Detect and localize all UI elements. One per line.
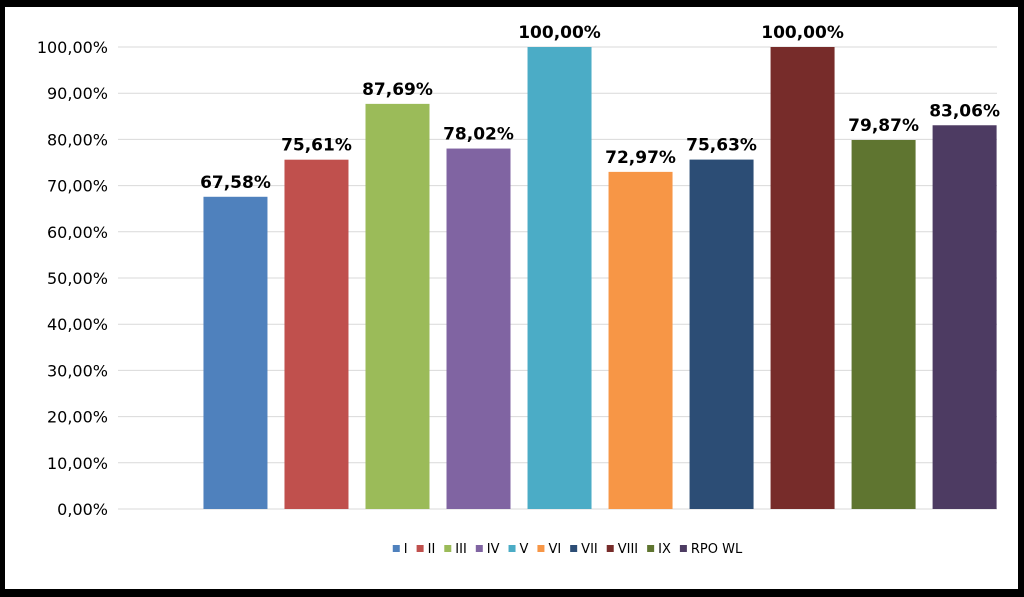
legend-swatch [444, 545, 452, 552]
legend-label: RPO WL [691, 542, 743, 557]
data-label: 78,02% [443, 125, 514, 145]
bar-i [203, 196, 268, 509]
bar-iv [446, 148, 511, 509]
legend-swatch [647, 545, 655, 552]
legend-label: I [404, 542, 408, 557]
legend-swatch [537, 545, 545, 552]
bar-chart: 0,00% 10,00% 20,00% 30,00% 40,00% 50,00% 60,00… [37, 23, 1000, 557]
y-tick-label: 100,00% [37, 38, 108, 57]
bar-v [527, 47, 592, 509]
data-label: 72,97% [605, 148, 676, 168]
data-label: 79,87% [848, 116, 919, 136]
y-tick-label: 30,00% [47, 361, 108, 380]
legend-swatch [508, 545, 516, 552]
bar-vi [608, 171, 673, 509]
y-tick-label: 50,00% [47, 269, 108, 288]
y-tick-label: 20,00% [47, 408, 108, 427]
legend-swatch [416, 545, 424, 552]
data-label: 100,00% [518, 23, 601, 43]
legend-label: V [520, 542, 529, 557]
legend-swatch [606, 545, 614, 552]
legend-label: VI [548, 542, 561, 557]
bar-ii [284, 159, 349, 509]
y-tick-label: 90,00% [47, 84, 108, 103]
data-label: 100,00% [761, 23, 844, 43]
legend-label: II [428, 542, 436, 557]
chart-frame: 0,00% 10,00% 20,00% 30,00% 40,00% 50,00% 60,00… [5, 7, 1018, 589]
bars [203, 47, 997, 510]
y-tick-label: 80,00% [47, 130, 108, 149]
legend-swatch [392, 545, 400, 552]
bar-iii [365, 103, 430, 510]
y-tick-label: 60,00% [47, 223, 108, 242]
data-labels: 67,58% 75,61% 87,69% 78,02% 100,00% 72,97% 75,… [200, 23, 1000, 193]
bar-ix [851, 140, 916, 509]
legend-label: III [455, 542, 467, 557]
bar-viii [770, 47, 835, 509]
legend: I II III IV V VI VII VIII IX RPO WL [392, 542, 743, 557]
data-label: 75,61% [281, 136, 352, 156]
legend-label: VII [581, 542, 598, 557]
y-axis: 0,00% 10,00% 20,00% 30,00% 40,00% 50,00% 60,00… [37, 38, 108, 519]
legend-swatch [475, 545, 483, 552]
legend-label: IV [487, 542, 500, 557]
bar-rpo-wl [932, 125, 997, 509]
y-tick-label: 40,00% [47, 315, 108, 334]
legend-swatch [570, 545, 578, 552]
data-label: 87,69% [362, 80, 433, 100]
legend-swatch [679, 545, 687, 552]
y-tick-label: 0,00% [57, 500, 108, 519]
bar-vii [689, 159, 754, 509]
legend-label: VIII [618, 542, 638, 557]
legend-label: IX [658, 542, 671, 557]
y-tick-label: 70,00% [47, 177, 108, 196]
data-label: 75,63% [686, 136, 757, 156]
y-tick-label: 10,00% [47, 454, 108, 473]
data-label: 67,58% [200, 173, 271, 193]
data-label: 83,06% [929, 101, 1000, 121]
